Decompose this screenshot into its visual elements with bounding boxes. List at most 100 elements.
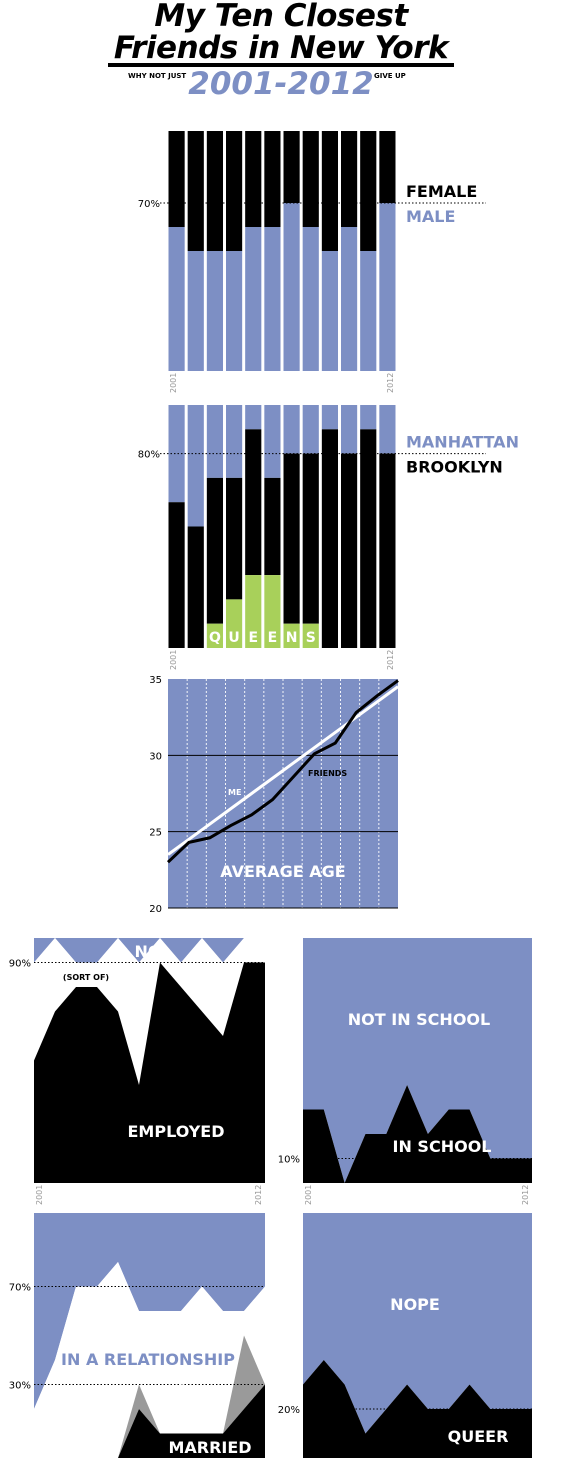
bar-manhattan-2004 [226,405,243,478]
axis-start-label: 2001 [304,1185,313,1205]
bar-manhattan-2005 [245,405,262,430]
bar-female-2011 [360,131,377,251]
bar-female-2003 [206,131,223,251]
bar-male-2003 [206,251,223,371]
bar-female-2010 [341,131,358,227]
axis-start-label: 2001 [169,373,178,393]
age-tick-label: 20 [149,904,162,915]
chart-title-line-1: My Ten Closest [154,0,408,34]
bar-brooklyn-2003 [206,477,223,624]
bar-queens-2008 [302,623,319,648]
bar-male-2010 [341,227,358,371]
bar-female-2008 [302,131,319,227]
bar-brooklyn-2007 [283,453,300,624]
legend-male: MALE [406,207,455,226]
age-chart-title: AVERAGE AGE [220,862,345,881]
label-no: NO [135,942,162,961]
bar-queens-2007 [283,623,300,648]
bar-male-2002 [187,251,204,371]
bar-manhattan-2008 [302,405,319,454]
age-plot-area [168,679,398,908]
chart-title-line-2: Friends in New York [113,30,449,66]
bar-female-2001 [168,131,185,227]
bar-male-2008 [302,227,319,371]
area-in-a-relationship [34,1262,265,1458]
bar-male-2005 [245,227,262,371]
area-married [34,1384,265,1458]
bar-manhattan-2009 [321,405,338,430]
reference-label-90: 90% [9,959,31,970]
bar-brooklyn-2010 [341,453,358,648]
bar-brooklyn-2005 [245,429,262,576]
age-tick-label: 25 [149,828,162,839]
area-sort-of [34,938,265,1085]
bar-queens-2005 [245,575,262,648]
queens-letter: E [248,630,258,646]
label-me: ME [228,788,241,797]
bar-manhattan-2007 [283,405,300,454]
bar-male-2004 [226,251,243,371]
label-queer: QUEER [448,1427,509,1446]
legend-female: FEMALE [406,182,477,201]
bar-male-2009 [321,251,338,371]
reference-label-70: 70% [9,1283,31,1294]
label-employed: EMPLOYED [127,1122,224,1141]
axis-end-label: 2012 [386,373,395,393]
bar-manhattan-2012 [379,405,396,454]
bar-queens-2004 [226,599,243,648]
legend-manhattan: MANHATTAN [406,433,519,452]
bar-female-2002 [187,131,204,251]
bar-female-2012 [379,131,396,203]
bar-male-2011 [360,251,377,371]
area-employed [34,962,265,1183]
age-tick-label: 35 [149,675,162,686]
area-queer [303,1360,532,1458]
bar-manhattan-2006 [264,405,281,478]
bar-brooklyn-2009 [321,429,338,648]
bar-manhattan-2003 [206,405,223,478]
line-friends [166,679,399,864]
reference-label-20: 20% [278,1405,300,1416]
age-tick-label: 30 [149,751,162,762]
bar-brooklyn-2002 [187,526,204,648]
axis-start-label: 2001 [169,650,178,670]
bar-female-2005 [245,131,262,227]
bar-manhattan-2001 [168,405,185,503]
axis-end-label: 2012 [254,1185,263,1205]
bar-manhattan-2010 [341,405,358,454]
bar-queens-2006 [264,575,281,648]
bar-female-2009 [321,131,338,251]
reference-label-70: 70% [138,199,160,210]
year-range: 2001-2012 [188,66,374,102]
bar-male-2001 [168,227,185,371]
bar-queens-2003 [206,623,223,648]
bar-female-2007 [283,131,300,203]
reference-label-10: 10% [278,1155,300,1166]
title-underline [108,63,454,67]
queens-letter: N [286,630,298,646]
bar-male-2012 [379,203,396,371]
bar-brooklyn-2006 [264,477,281,576]
bar-brooklyn-2004 [226,477,243,600]
bar-brooklyn-2001 [168,502,185,648]
axis-end-label: 2012 [521,1185,530,1205]
line-me [167,685,399,856]
bar-brooklyn-2008 [302,453,319,624]
area-engaged [34,1335,265,1458]
label-in-school: IN SCHOOL [393,1137,492,1156]
label-sort-of: (SORT OF) [63,973,109,982]
label-in-a-relationship: IN A RELATIONSHIP [61,1350,235,1369]
bar-female-2006 [264,131,281,227]
axis-start-label: 2001 [35,1185,44,1205]
right-aside-text: GIVE UP [374,72,406,80]
bar-manhattan-2011 [360,405,377,430]
bar-brooklyn-2012 [379,453,396,648]
queens-letter: Q [209,630,221,646]
label-not-in-school: NOT IN SCHOOL [348,1010,490,1029]
label-friends: FRIENDS [308,769,347,778]
legend-brooklyn: BROOKLYN [406,458,503,477]
bar-brooklyn-2011 [360,429,377,648]
bar-female-2004 [226,131,243,251]
queens-letter: S [306,630,316,646]
